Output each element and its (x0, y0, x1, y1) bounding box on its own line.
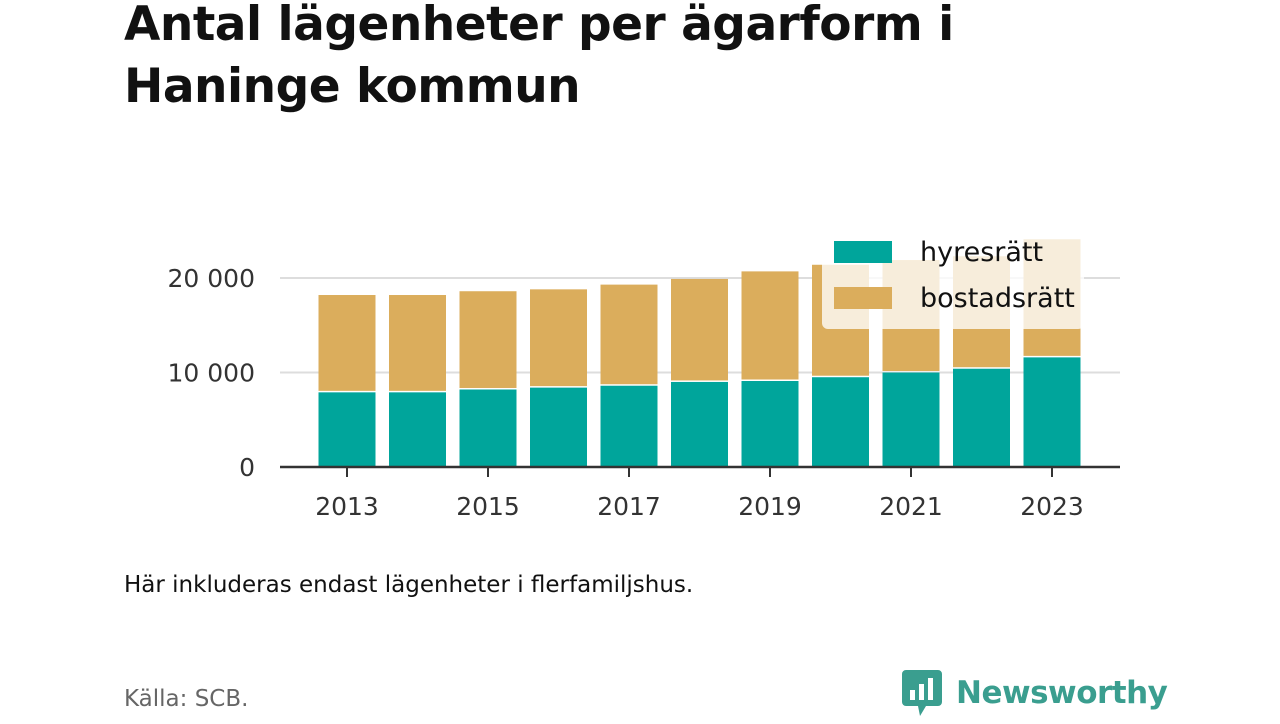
legend-label: hyresrätt (920, 237, 1043, 268)
bar-bostadsratt (530, 289, 587, 387)
chart-source: Källa: SCB. (124, 686, 249, 712)
y-tick-label: 0 (239, 453, 255, 482)
bar-hyresratt (530, 387, 587, 467)
bar-bostadsratt (600, 284, 658, 385)
y-tick-label: 10 000 (168, 359, 255, 388)
bar-hyresratt (812, 377, 869, 467)
bar-hyresratt (953, 368, 1010, 467)
bar-hyresratt (882, 372, 940, 467)
x-tick-label: 2023 (1020, 492, 1084, 521)
x-tick-label: 2021 (879, 492, 943, 521)
bar-bostadsratt (671, 278, 728, 381)
bar-bostadsratt (459, 291, 517, 389)
bar-hyresratt (741, 381, 799, 467)
x-tick-label: 2019 (738, 492, 802, 521)
legend-swatch (834, 241, 892, 263)
brand-name: Newsworthy (956, 675, 1168, 711)
bar-hyresratt (600, 385, 658, 467)
bar-bostadsratt (389, 295, 446, 391)
bar-hyresratt (459, 389, 517, 467)
y-tick-label: 20 000 (168, 264, 255, 293)
chart-title: Antal lägenheter per ägarform i Haninge … (124, 0, 954, 114)
x-tick-label: 2015 (456, 492, 520, 521)
legend-swatch (834, 287, 892, 309)
bar-hyresratt (1023, 357, 1081, 467)
bar-bostadsratt (318, 295, 376, 391)
bar-hyresratt (318, 392, 376, 467)
newsworthy-logo-icon (902, 670, 942, 716)
bar-bostadsratt (741, 271, 799, 380)
legend-label: bostadsrätt (920, 283, 1075, 314)
brand-logo: Newsworthy (902, 670, 1168, 716)
bar-hyresratt (671, 381, 728, 467)
chart-note: Här inkluderas endast lägenheter i flerf… (124, 572, 694, 598)
x-tick-label: 2013 (315, 492, 379, 521)
bar-hyresratt (389, 392, 446, 467)
x-tick-label: 2017 (597, 492, 661, 521)
